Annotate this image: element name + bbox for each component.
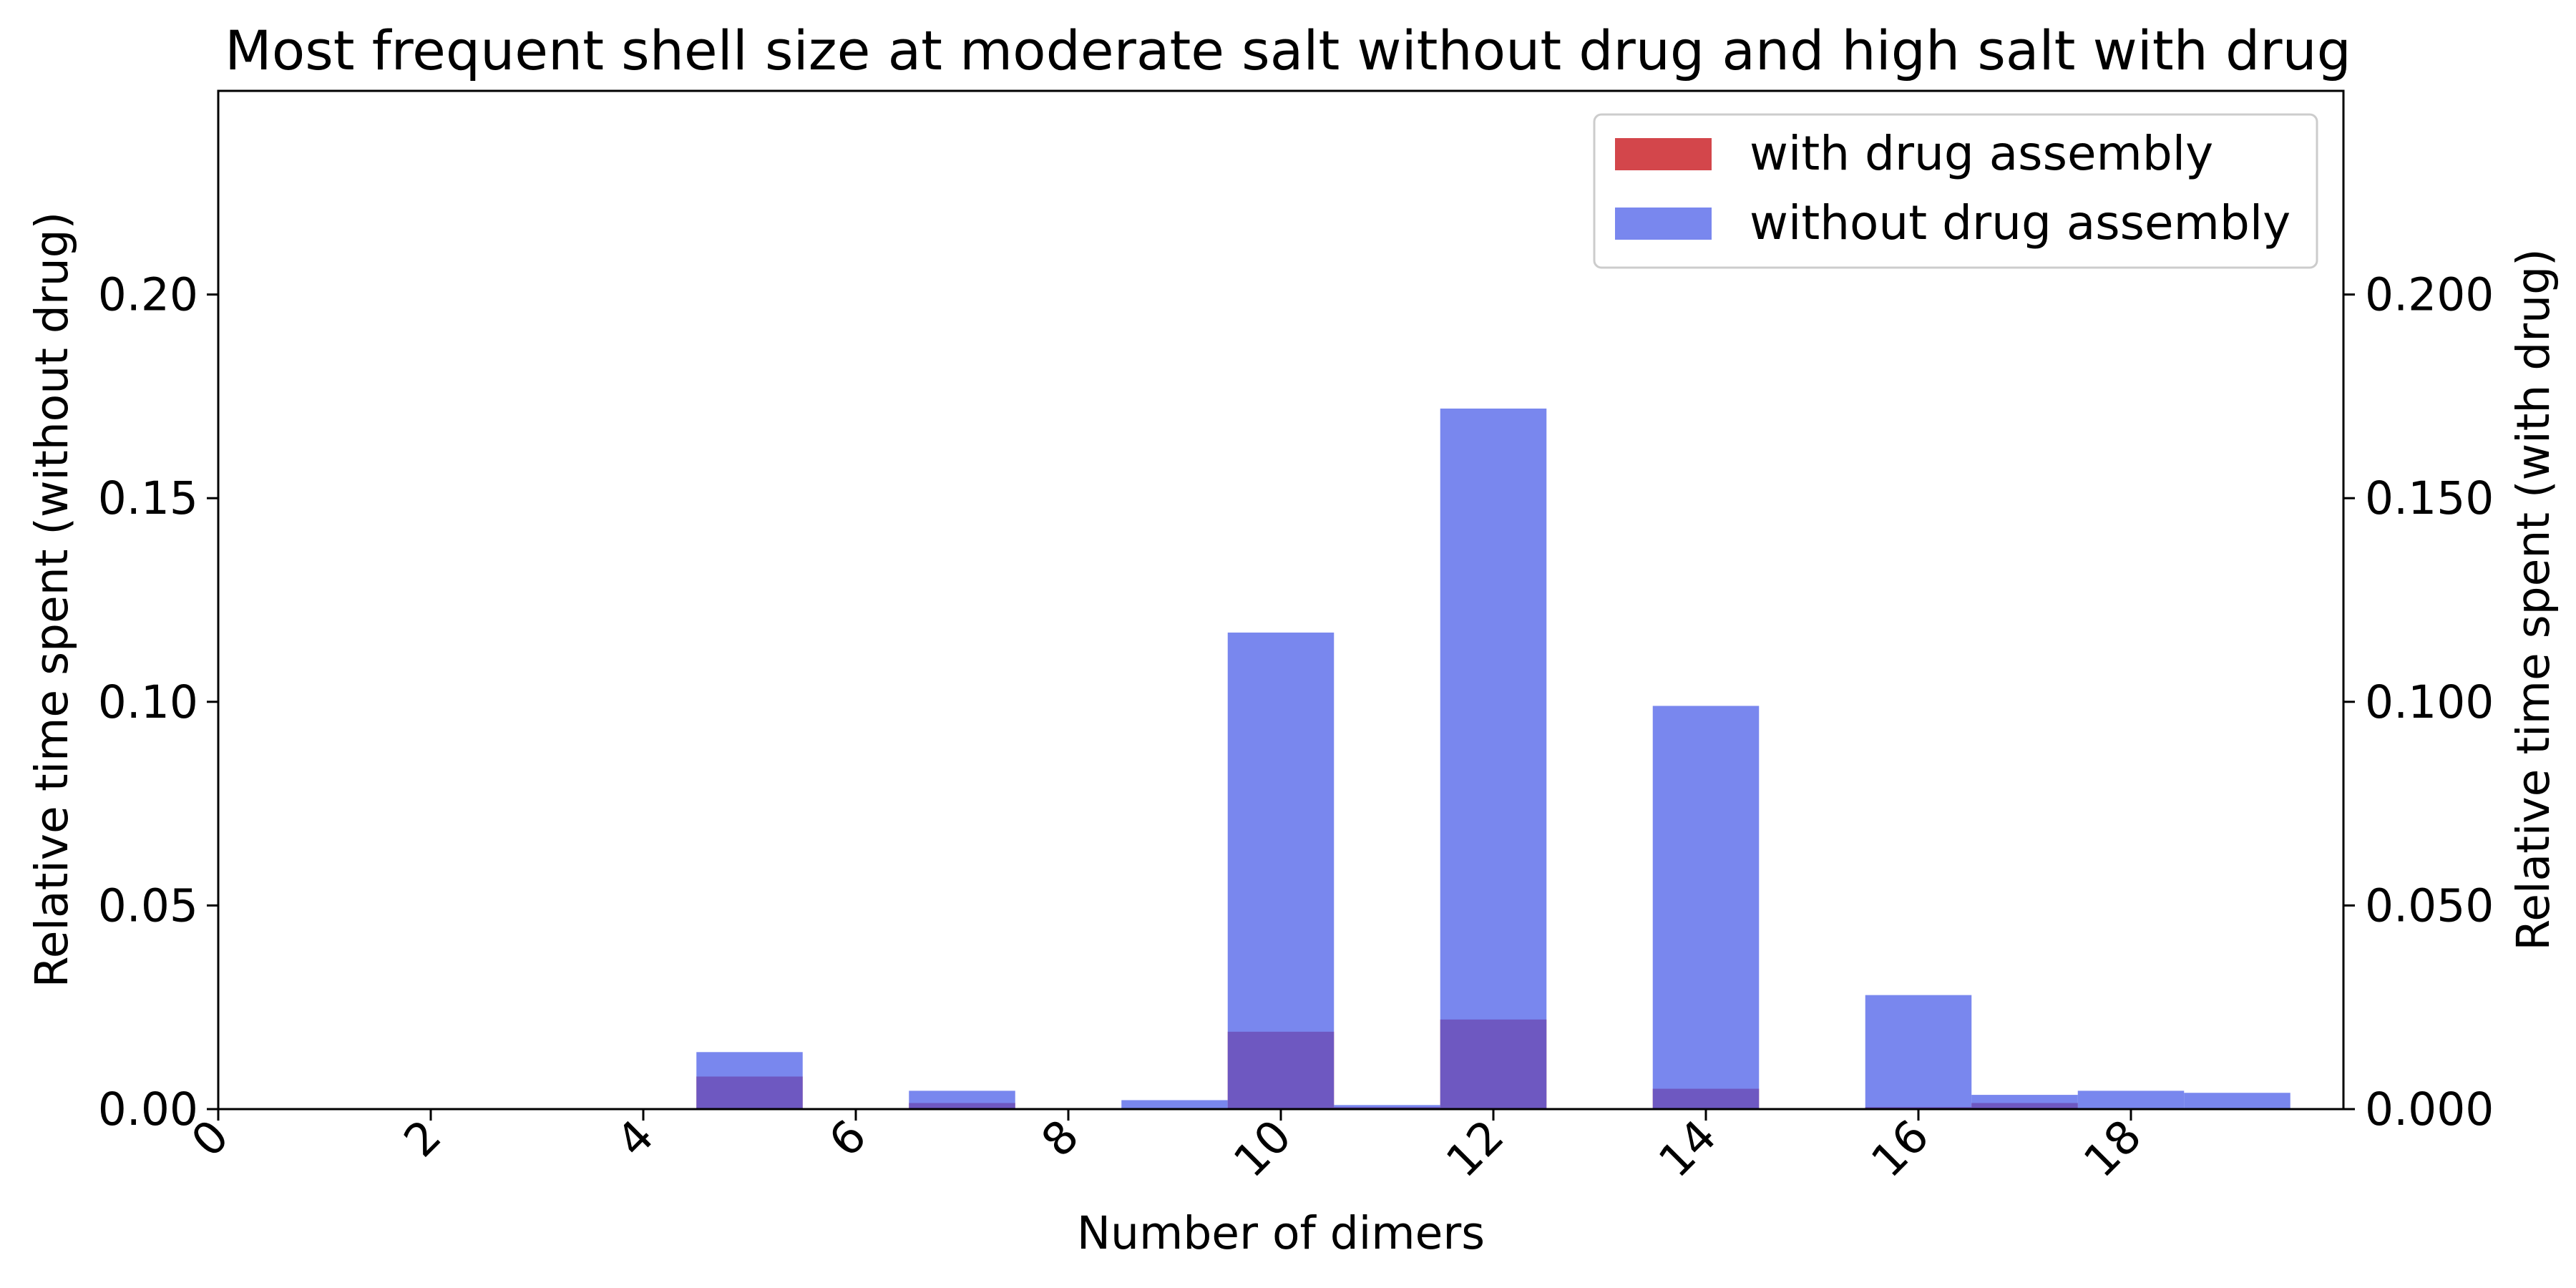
bar-without-drug-12 [1440, 408, 1547, 1109]
left-y-tick-label-0.05: 0.05 [98, 879, 198, 932]
x-tick-label-16: 16 [1861, 1110, 1938, 1187]
right-y-tick-label-0.050: 0.050 [2365, 879, 2494, 932]
bar-without-drug-11 [1334, 1105, 1440, 1109]
x-axis-ticks: 0 2 4 6 8 10 12 14 16 18 [182, 1109, 2152, 1187]
legend-swatch-without-drug [1615, 208, 1712, 240]
bar-without-drug-7 [909, 1091, 1015, 1109]
x-tick-label-6: 6 [819, 1110, 877, 1167]
right-y-axis-label: Relative time spent (with drug) [2507, 248, 2560, 950]
bar-without-drug-10 [1227, 633, 1335, 1109]
left-y-tick-label-0.15: 0.15 [98, 472, 198, 525]
chart-title: Most frequent shell size at moderate sal… [225, 19, 2351, 82]
right-y-tick-label-0.000: 0.000 [2365, 1083, 2494, 1136]
x-tick-label-4: 4 [607, 1110, 664, 1167]
left-y-axis-ticks: 0.00 0.05 0.10 0.15 0.20 [98, 269, 218, 1136]
x-tick-label-10: 10 [1224, 1110, 1301, 1187]
x-tick-label-14: 14 [1649, 1110, 1726, 1187]
bar-without-drug-14 [1652, 706, 1760, 1109]
right-y-axis-ticks: 0.000 0.050 0.100 0.150 0.200 [2343, 269, 2494, 1136]
bar-without-drug-19 [2184, 1093, 2290, 1109]
bar-without-drug-17 [1971, 1095, 2078, 1109]
right-y-tick-label-0.200: 0.200 [2365, 269, 2494, 321]
bar-without-drug-5 [696, 1052, 803, 1109]
legend-label-with-drug: with drug assembly [1750, 126, 2213, 181]
x-tick-label-18: 18 [2074, 1110, 2151, 1187]
without-drug-bars [696, 408, 2290, 1109]
left-y-axis-label: Relative time spent (without drug) [26, 212, 78, 988]
x-tick-label-2: 2 [394, 1110, 452, 1167]
legend: with drug assembly without drug assembly [1593, 113, 2318, 269]
legend-box [1593, 113, 2318, 269]
bar-without-drug-16 [1865, 995, 1972, 1109]
left-y-tick-label-0.20: 0.20 [98, 269, 198, 321]
legend-label-without-drug: without drug assembly [1750, 195, 2290, 250]
legend-swatch-with-drug [1615, 138, 1712, 170]
x-tick-label-12: 12 [1436, 1110, 1513, 1187]
x-axis-label: Number of dimers [1077, 1207, 1485, 1259]
left-y-tick-label-0.10: 0.10 [98, 676, 198, 728]
x-tick-label-8: 8 [1032, 1110, 1089, 1167]
left-y-tick-label-0.00: 0.00 [98, 1083, 198, 1136]
right-y-tick-label-0.100: 0.100 [2365, 676, 2494, 728]
bar-without-drug-9 [1121, 1100, 1228, 1109]
bar-without-drug-18 [2077, 1091, 2185, 1109]
right-y-tick-label-0.150: 0.150 [2365, 472, 2494, 525]
